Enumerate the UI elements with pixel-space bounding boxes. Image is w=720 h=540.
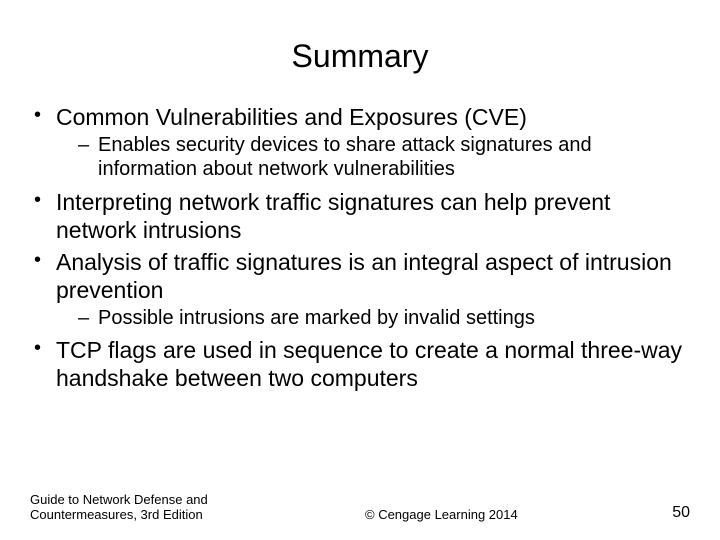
sub-bullet-text: Possible intrusions are marked by invali…	[98, 307, 535, 329]
sub-bullet-item: Possible intrusions are marked by invali…	[56, 306, 690, 330]
footer-copyright: © Cengage Learning 2014	[305, 507, 640, 522]
bullet-text: Analysis of traffic signatures is an int…	[56, 249, 672, 303]
bullet-item: Interpreting network traffic signatures …	[30, 188, 690, 244]
bullet-item: Common Vulnerabilities and Exposures (CV…	[30, 103, 690, 182]
bullet-text: TCP flags are used in sequence to create…	[56, 337, 682, 391]
slide: Summary Common Vulnerabilities and Expos…	[0, 0, 720, 540]
sub-list: Enables security devices to share attack…	[56, 133, 690, 182]
slide-content: Common Vulnerabilities and Exposures (CV…	[0, 85, 720, 393]
bullet-list: Common Vulnerabilities and Exposures (CV…	[30, 103, 690, 393]
bullet-text: Common Vulnerabilities and Exposures (CV…	[56, 104, 527, 130]
footer-left-text: Guide to Network Defense and Countermeas…	[30, 492, 305, 522]
slide-title: Summary	[0, 0, 720, 85]
slide-footer: Guide to Network Defense and Countermeas…	[30, 492, 690, 522]
sub-list: Possible intrusions are marked by invali…	[56, 306, 690, 330]
bullet-item: TCP flags are used in sequence to create…	[30, 336, 690, 392]
page-number: 50	[640, 504, 690, 522]
sub-bullet-item: Enables security devices to share attack…	[56, 133, 690, 182]
bullet-item: Analysis of traffic signatures is an int…	[30, 248, 690, 330]
sub-bullet-text: Enables security devices to share attack…	[98, 134, 592, 180]
bullet-text: Interpreting network traffic signatures …	[56, 189, 610, 243]
